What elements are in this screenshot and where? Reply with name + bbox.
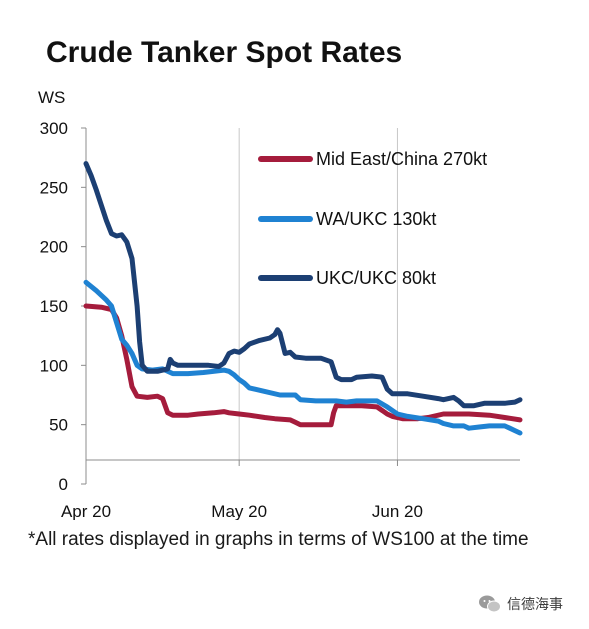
y-tick-label-150: 150 [40,297,68,316]
axes [81,127,520,485]
legend-label-3: UKC/UKC 80kt [316,268,436,288]
legend: Mid East/China 270kt WA/UKC 130kt UKC/UKC … [258,149,487,288]
line-chart: Crude Tanker Spot Rates WS 0 50 100 150 200 2… [38,36,523,520]
series-line-2 [83,279,523,436]
gridlines [238,128,398,460]
series-line-1 [83,303,523,428]
series-line-3 [83,161,523,409]
y-tick-label-0: 0 [59,475,68,494]
y-tick-labels: 0 50 100 150 200 250 300 [40,119,68,494]
wechat-logo-icon [479,595,501,613]
watermark-text: 信德海事 [507,596,563,612]
y-axis-label: WS [38,88,65,107]
x-tick-label-jun-20: Jun 20 [372,502,423,520]
watermark: 信德海事 [478,594,563,614]
y-tick-label-100: 100 [40,356,68,375]
x-tick-labels: Apr 20 May 20 Jun 20 [61,502,423,520]
series-lines [83,161,523,436]
x-tick-label-may-20: May 20 [211,502,267,520]
y-tick-label-300: 300 [40,119,68,138]
y-tick-label-250: 250 [40,178,68,197]
legend-label-1: Mid East/China 270kt [316,149,487,169]
y-tick-label-50: 50 [49,416,68,435]
x-tick-label-apr-20: Apr 20 [61,502,111,520]
chart-title: Crude Tanker Spot Rates [46,36,402,69]
y-tick-label-200: 200 [40,238,68,257]
footnote: *All rates displayed in graphs in terms … [28,529,529,550]
legend-label-2: WA/UKC 130kt [316,209,436,229]
